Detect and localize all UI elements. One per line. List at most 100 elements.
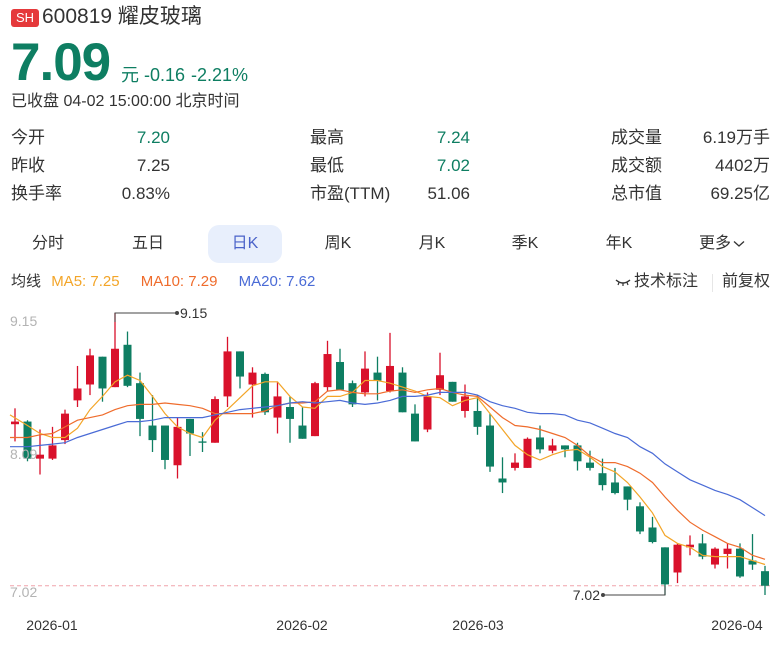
candle-up — [686, 544, 694, 548]
tab-label: 年K — [605, 235, 633, 252]
candle-down — [736, 548, 744, 577]
candle-up — [461, 396, 469, 411]
min-annotation-dot — [601, 593, 605, 597]
tab-3[interactable]: 周K — [301, 225, 375, 263]
candle-down — [298, 425, 307, 439]
candle-down — [186, 418, 194, 434]
candle-up — [323, 354, 332, 388]
candle-up — [548, 445, 557, 451]
max-annotation-label: 9.15 — [180, 305, 207, 321]
tab-label: 周K — [324, 235, 352, 252]
ma20-line — [10, 391, 766, 517]
candle-down — [23, 421, 32, 459]
stat-label: 换手率 — [11, 184, 62, 203]
candle-up — [48, 445, 57, 459]
candle-up — [248, 372, 257, 385]
candle-up — [223, 351, 232, 397]
current-price: 7.09 — [11, 33, 111, 92]
stat-label: 最低 — [310, 156, 344, 175]
stat-value: 7.20 — [136, 128, 170, 147]
tab-7[interactable]: 更多 — [685, 225, 759, 263]
ma5-line — [9, 374, 766, 566]
candle-down — [498, 478, 507, 483]
stat-value: 7.24 — [436, 128, 470, 147]
tab-label: 五日 — [131, 235, 164, 252]
stat-label: 昨收 — [11, 156, 45, 175]
stat-label: 今开 — [11, 128, 45, 147]
candle-down — [636, 506, 644, 532]
tab-label: 更多 — [698, 235, 731, 252]
tab-5[interactable]: 季K — [488, 225, 562, 263]
stock-title: 600819 耀皮玻璃 — [42, 4, 202, 30]
price-change-pct: -2.21% — [191, 65, 249, 85]
candle-down — [98, 356, 107, 389]
tab-label: 月K — [418, 235, 446, 252]
candle-down — [573, 445, 582, 462]
tab-6[interactable]: 年K — [582, 225, 656, 263]
x-axis-date-label: 2026-04 — [711, 617, 763, 633]
candle-up — [723, 548, 732, 554]
candle-down — [598, 473, 607, 486]
stat-value: 7.25 — [136, 156, 170, 175]
candle-up — [436, 375, 444, 390]
candle-down — [161, 425, 169, 460]
x-axis-date-label: 2026-01 — [26, 617, 78, 633]
candle-down — [123, 344, 132, 386]
tab-2[interactable]: 日K — [208, 225, 282, 263]
tab-4[interactable]: 月K — [395, 225, 469, 263]
candle-down — [748, 560, 757, 565]
min-annotation-line — [603, 586, 666, 596]
stat-value: 7.02 — [436, 156, 470, 175]
chevron-down-icon — [733, 240, 745, 247]
candle-up — [73, 388, 82, 401]
ma20-value: MA20: 7.62 — [238, 273, 316, 290]
candle-up — [173, 426, 182, 466]
max-annotation-line — [114, 312, 177, 322]
candle-up — [86, 355, 94, 385]
candle-down — [198, 441, 207, 443]
candle-down — [473, 410, 482, 427]
candle-up — [111, 348, 119, 388]
candle-down — [286, 407, 294, 419]
candle-up — [511, 462, 519, 468]
stat-label: 市盈(TTM) — [310, 184, 391, 203]
stat-label: 最高 — [310, 128, 344, 147]
candle-down — [486, 425, 494, 467]
candle-up — [36, 454, 44, 459]
exchange-badge: SH — [11, 9, 39, 27]
ma5-value: MA5: 7.25 — [51, 273, 120, 290]
candle-down — [373, 372, 382, 381]
stat-value: 69.25亿 — [710, 184, 770, 203]
stat-value: 4402万 — [715, 156, 770, 175]
stat-label: 总市值 — [611, 184, 662, 203]
ma10-value: MA10: 7.29 — [140, 273, 218, 290]
tab-1[interactable]: 五日 — [111, 225, 185, 263]
candle-down — [561, 445, 569, 450]
candle-down — [261, 373, 269, 413]
tab-label: 分时 — [31, 235, 64, 252]
candle-down — [648, 527, 657, 543]
tab-0[interactable]: 分时 — [11, 225, 85, 263]
ma10-line — [10, 387, 766, 560]
adjust-mode-button[interactable]: 前复权 — [722, 273, 771, 290]
candle-up — [423, 396, 432, 430]
candle-up — [273, 396, 282, 418]
candle-down — [698, 543, 707, 557]
candle-up — [523, 438, 532, 468]
candle-up — [673, 544, 682, 573]
candle-down — [136, 383, 144, 419]
y-axis-label-top: 9.15 — [10, 313, 37, 329]
tech-annotation-button[interactable]: 技术标注 — [615, 271, 698, 293]
max-annotation-dot — [175, 311, 179, 315]
candle-down — [611, 482, 619, 494]
stat-label: 成交量 — [611, 128, 662, 147]
candle-down — [398, 372, 407, 413]
market-status: 已收盘 04-02 15:00:00 北京时间 — [11, 93, 240, 110]
candle-down — [761, 571, 769, 586]
tab-label: 日K — [231, 235, 259, 252]
candle-down — [336, 361, 344, 390]
toolbar-divider — [712, 274, 713, 292]
stock-name: 耀皮玻璃 — [117, 5, 202, 28]
candle-up — [386, 365, 394, 392]
kline-chart[interactable]: 9.15 8.09 7.02 9.15 7.02 2026-01 2026-02 2026-0… — [0, 300, 782, 650]
